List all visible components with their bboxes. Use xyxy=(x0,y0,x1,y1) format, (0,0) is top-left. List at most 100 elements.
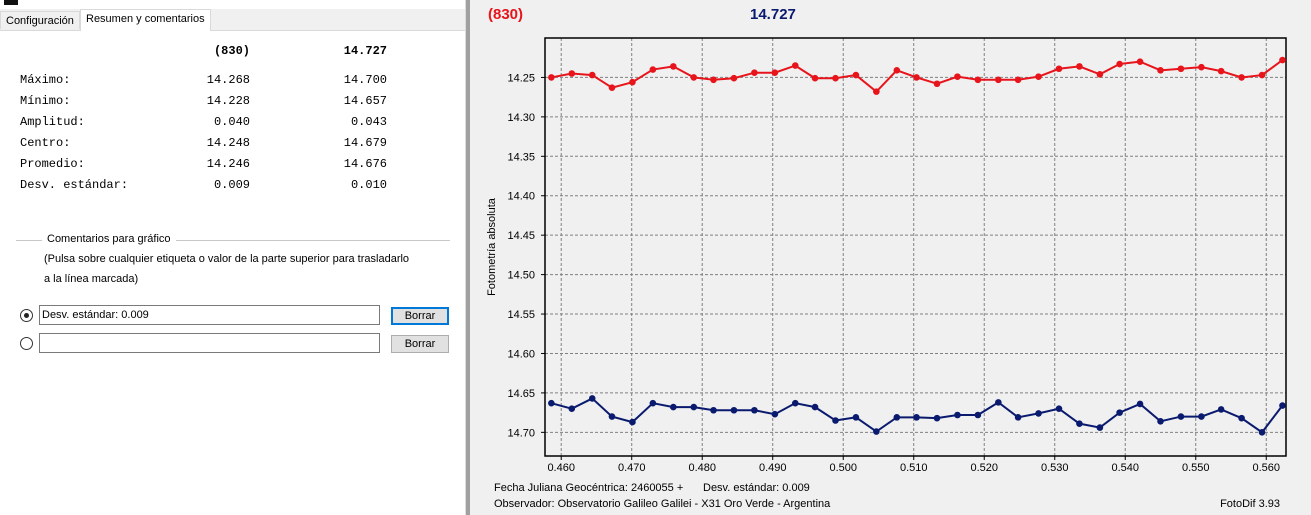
data-point xyxy=(832,417,839,424)
data-point xyxy=(608,84,616,91)
data-point xyxy=(811,74,819,82)
y-tick-label: 14.60 xyxy=(507,348,535,360)
data-point xyxy=(913,74,920,81)
window-icon xyxy=(4,0,18,5)
row-value: 14.700 xyxy=(343,73,387,87)
data-point xyxy=(1258,71,1266,79)
note-line: (Pulsa sobre cualquier etiqueta o valor … xyxy=(44,253,410,265)
annotation: FotoDif 3.93 xyxy=(1220,498,1280,510)
data-point xyxy=(1279,402,1286,409)
data-point xyxy=(1096,424,1104,431)
data-point xyxy=(568,405,576,412)
data-point xyxy=(710,76,717,84)
data-point xyxy=(1076,63,1083,70)
data-point xyxy=(811,403,819,411)
table-header: 14.727 xyxy=(343,44,387,58)
x-tick-label: 0.480 xyxy=(688,462,716,474)
data-point xyxy=(852,414,860,421)
y-tick-label: 14.25 xyxy=(507,72,535,84)
y-tick-label: 14.35 xyxy=(507,151,535,163)
data-point xyxy=(1014,76,1022,84)
row-value: 14.268 xyxy=(206,73,250,87)
y-tick-label: 14.65 xyxy=(507,388,535,400)
data-point xyxy=(893,67,901,74)
data-point xyxy=(670,63,677,70)
tab[interactable]: Configuración xyxy=(0,11,80,29)
legend-label: 14.727 xyxy=(750,6,796,23)
note-line: a la línea marcada) xyxy=(44,273,139,285)
radio[interactable] xyxy=(20,337,33,350)
tab-bar: Configuración Resumen y comentarios xyxy=(0,9,465,31)
x-tick-label: 0.500 xyxy=(829,462,857,474)
comment-input[interactable]: Desv. estándar: 0.009 xyxy=(39,305,380,325)
data-point xyxy=(1136,58,1144,65)
data-point xyxy=(608,413,616,420)
data-point xyxy=(1238,414,1245,422)
data-point xyxy=(1177,413,1185,420)
row-value: 0.009 xyxy=(213,178,250,192)
data-point xyxy=(791,62,799,69)
row-value: 0.010 xyxy=(350,178,387,192)
x-tick-label: 0.510 xyxy=(900,462,928,474)
y-axis-label: Fotometría absoluta xyxy=(486,197,498,296)
delete-button[interactable]: Borrar xyxy=(391,307,449,325)
x-tick-label: 0.560 xyxy=(1252,462,1280,474)
legend-label: (830) xyxy=(488,6,523,23)
row-value: 14.248 xyxy=(206,136,250,150)
data-point xyxy=(832,74,839,82)
left-panel: Configuración Resumen y comentarios (830)… xyxy=(0,0,465,515)
data-point xyxy=(974,76,982,84)
row-label: Máximo: xyxy=(20,73,71,87)
data-point xyxy=(995,399,1002,406)
data-point xyxy=(1076,420,1083,427)
data-point xyxy=(771,410,779,418)
radio[interactable] xyxy=(20,309,33,322)
tab[interactable]: Resumen y comentarios xyxy=(80,9,211,31)
y-tick-label: 14.70 xyxy=(507,427,535,439)
data-point xyxy=(1116,60,1123,68)
data-point xyxy=(1177,65,1185,73)
data-point xyxy=(588,71,596,79)
data-point xyxy=(629,418,636,426)
data-point xyxy=(751,69,758,77)
data-point xyxy=(1014,414,1022,421)
annotation: Fecha Juliana Geocéntrica: 2460055 + xyxy=(494,482,683,494)
row-value: 14.657 xyxy=(343,94,387,108)
row-label: Mínimo: xyxy=(20,94,71,108)
data-point xyxy=(913,414,920,421)
data-point xyxy=(954,73,961,80)
group-line xyxy=(16,240,450,241)
data-point xyxy=(852,71,860,79)
y-tick-label: 14.45 xyxy=(507,230,535,242)
x-tick-label: 0.520 xyxy=(970,462,998,474)
data-point xyxy=(933,414,941,422)
data-point xyxy=(649,66,657,73)
x-tick-label: 0.470 xyxy=(618,462,646,474)
row-value: 0.043 xyxy=(350,115,387,129)
data-point xyxy=(933,80,941,88)
data-point xyxy=(1258,429,1266,436)
data-point xyxy=(873,428,880,435)
y-tick-label: 14.50 xyxy=(507,270,535,282)
data-point xyxy=(1096,70,1104,78)
data-point xyxy=(1116,409,1123,416)
chart: 14.25 14.30 14.35 14.40 14.45 14.50 14.55 14.60… xyxy=(470,0,1311,515)
data-point xyxy=(1157,67,1164,74)
y-tick-label: 14.40 xyxy=(507,191,535,203)
comment-input[interactable] xyxy=(39,333,380,353)
annotation: Observador: Observatorio Galileo Galilei… xyxy=(494,498,831,510)
row-value: 0.040 xyxy=(213,115,250,129)
delete-button[interactable]: Borrar xyxy=(391,335,449,353)
data-point xyxy=(771,69,779,77)
x-tick-label: 0.490 xyxy=(759,462,787,474)
data-point xyxy=(1217,406,1225,413)
data-point xyxy=(1157,417,1164,425)
data-point xyxy=(710,406,717,414)
y-tick-label: 14.55 xyxy=(507,309,535,321)
data-point xyxy=(995,76,1002,84)
plot-area xyxy=(545,38,1286,456)
data-point xyxy=(1279,56,1286,64)
data-point xyxy=(649,399,657,407)
splitter xyxy=(465,0,470,515)
